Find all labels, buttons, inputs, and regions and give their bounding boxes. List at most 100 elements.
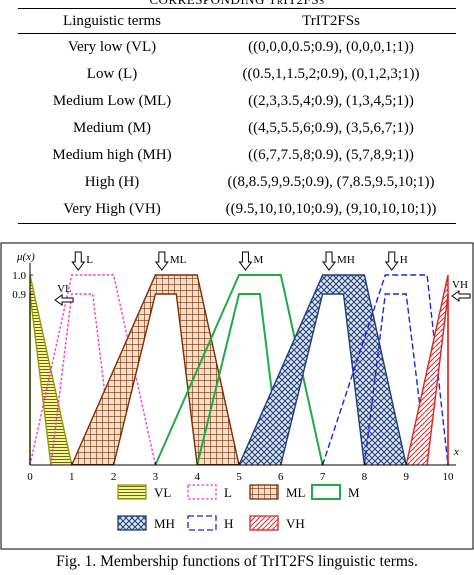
term-cell: Medium Low (ML) — [52, 93, 172, 109]
legend-label: L — [224, 485, 232, 500]
down-arrow-icon — [71, 251, 86, 271]
legend-item-m: M — [311, 484, 360, 500]
series-ml — [71, 274, 240, 466]
legend-swatch — [249, 515, 279, 531]
series-label-text: H — [400, 254, 408, 266]
lmf-m — [196, 293, 282, 466]
header-trit2fss: TrIT2FSs — [206, 8, 456, 34]
x-tick-label: 4 — [194, 471, 200, 483]
umf-mh — [238, 274, 407, 466]
legend-label: VH — [286, 516, 305, 531]
table-caption: CORRESPONDING TrIT2FSs — [0, 0, 474, 8]
series-label-text: VH — [452, 279, 468, 291]
legend-label: VL — [154, 485, 171, 500]
terms-table: Linguistic terms TrIT2FSs Very low (VL) (… — [18, 8, 456, 224]
x-tick-label: 3 — [153, 471, 159, 483]
legend-swatch — [117, 484, 147, 500]
lmf-h — [363, 293, 428, 466]
series-label-h: H — [384, 251, 408, 271]
umf-ml — [71, 274, 240, 466]
fou-ml — [71, 275, 239, 465]
legend-item-l: L — [187, 484, 232, 500]
term-cell: Very low (VL) — [67, 39, 157, 55]
table-row: Medium (M) ((4,5,5.5,6;0.9), (3,5,6,7;1)) — [18, 115, 456, 142]
value-cell: ((6,7,7.5,8;0.9), (5,7,8,9;1)) — [248, 147, 414, 163]
y-axis-label: μ(x) — [16, 251, 35, 263]
y-tick-label: 0.9 — [12, 289, 26, 301]
series-label-text: MH — [337, 254, 355, 266]
x-tick-label: 5 — [236, 471, 242, 483]
legend-item-ml: ML — [249, 484, 306, 500]
down-arrow-icon — [238, 251, 253, 271]
down-arrow-icon — [154, 251, 169, 271]
lmf-mh — [280, 293, 366, 466]
series-label-ml: ML — [154, 251, 187, 271]
x-axis-label: x — [453, 446, 459, 458]
value-cell: ((8,8.5,9,9.5;0.9), (7,8.5,9.5,10;1)) — [227, 174, 435, 190]
table-header-row: Linguistic terms TrIT2FSs — [18, 8, 456, 34]
term-cell: Low (L) — [86, 66, 138, 82]
y-tick-label: 1.0 — [12, 270, 26, 282]
value-cell: ((9.5,10,10,10;0.9), (9,10,10,10;1)) — [206, 196, 456, 224]
lmf-l — [50, 293, 115, 466]
series-label-vh: VH — [451, 279, 471, 302]
legend-item-h: H — [187, 515, 233, 531]
legend-label: MH — [154, 516, 175, 531]
term-cell: Medium high (MH) — [52, 147, 172, 163]
x-tick-label: 2 — [111, 471, 117, 483]
legend-label: ML — [286, 485, 306, 500]
axes: 0 1 2 3 4 5 6 7 8 9 10 0.9 1.0 μ(x) x VL L ML M MH H VH — [12, 251, 471, 483]
left-arrow-icon — [451, 290, 471, 302]
x-tick-label: 9 — [403, 471, 409, 483]
legend-swatch — [117, 515, 147, 531]
down-arrow-icon — [384, 251, 399, 271]
value-cell: ((2,3,3.5,4;0.9), (1,3,4,5;1)) — [248, 93, 414, 109]
x-tick-label: 0 — [27, 471, 33, 483]
series-label-text: VL — [57, 283, 72, 295]
legend-swatch — [187, 515, 217, 531]
value-cell: ((4,5,5.5,6;0.9), (3,5,6,7;1)) — [248, 120, 414, 136]
table-row: Very High (VH) ((9.5,10,10,10;0.9), (9,10… — [18, 196, 456, 224]
figure-caption: Fig. 1. Membership functions of TrIT2FS … — [56, 553, 418, 570]
series-label-text: ML — [170, 254, 187, 266]
table-row: High (H) ((8,8.5,9,9.5;0.9), (7,8.5,9.5,1… — [18, 169, 456, 196]
series-label-vl: VL — [54, 283, 74, 306]
left-arrow-icon — [54, 294, 74, 306]
x-tick-label: 7 — [320, 471, 326, 483]
series-label-text: M — [253, 254, 263, 266]
lmf-ml — [112, 293, 198, 466]
series-mh — [238, 274, 407, 466]
series-label-l: L — [71, 251, 93, 271]
legend-item-vl: VL — [117, 484, 171, 500]
term-cell: Medium (M) — [73, 120, 151, 136]
term-cell: High (H) — [84, 174, 140, 190]
legend-item-vh: VH — [249, 515, 305, 531]
legend-swatch — [249, 484, 279, 500]
legend-swatch — [311, 484, 341, 500]
x-tick-label: 6 — [278, 471, 284, 483]
series-vh — [405, 274, 449, 466]
table-row: Low (L) ((0.5,1,1.5,2;0.9), (0,1,2,3;1)) — [18, 61, 456, 88]
x-tick-label: 1 — [69, 471, 75, 483]
lmf-vh — [426, 293, 449, 466]
plot-area — [29, 274, 449, 466]
table-row: Medium Low (ML) ((2,3,3.5,4;0.9), (1,3,4,… — [18, 88, 456, 115]
x-tick-label: 8 — [362, 471, 368, 483]
term-cell: Very High (VH) — [18, 196, 206, 224]
legend: VL L ML M MH H VH — [117, 484, 360, 531]
table-row: Very low (VL) ((0,0,0,0.5;0.9), (0,0,0,1;… — [18, 34, 456, 62]
down-arrow-icon — [322, 251, 337, 271]
chart-frame — [0, 242, 474, 550]
series-label-mh: MH — [322, 251, 355, 271]
fou-mh — [239, 275, 407, 465]
legend-label: M — [348, 485, 360, 500]
legend-swatch — [187, 484, 217, 500]
table-row: Medium high (MH) ((6,7,7.5,8;0.9), (5,7,8… — [18, 142, 456, 169]
series-label-text: L — [86, 254, 93, 266]
value-cell: ((0.5,1,1.5,2;0.9), (0,1,2,3;1)) — [242, 66, 420, 82]
legend-label: H — [224, 516, 233, 531]
value-cell: ((0,0,0,0.5;0.9), (0,0,0,1;1)) — [248, 39, 414, 55]
x-tick-label: 10 — [443, 471, 455, 483]
legend-item-mh: MH — [117, 515, 175, 531]
